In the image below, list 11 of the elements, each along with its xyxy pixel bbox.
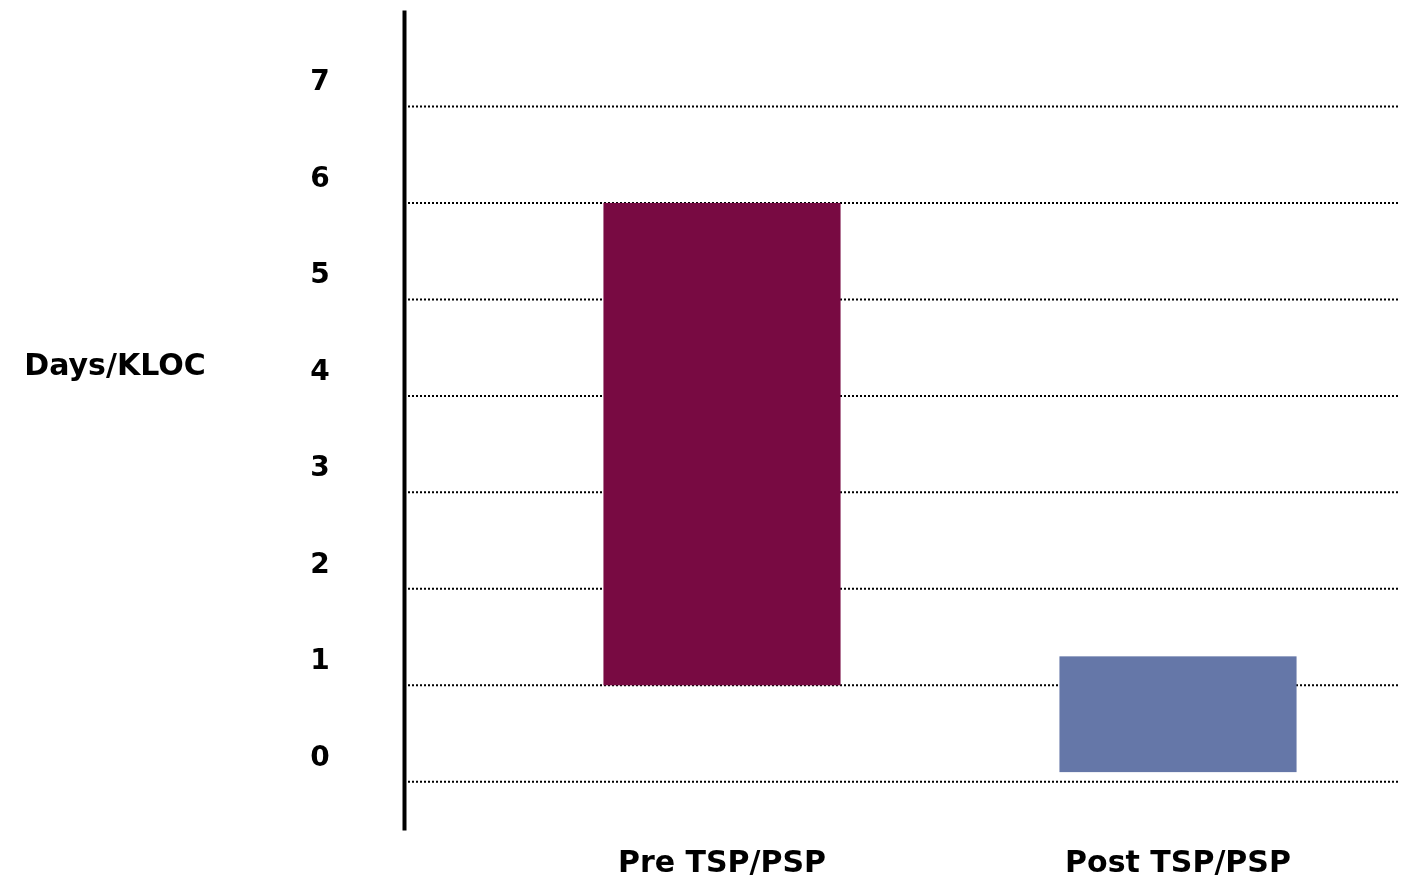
y-tick-label: 3 — [310, 450, 330, 484]
y-tick-label: 2 — [310, 546, 330, 580]
y-tick-label: 5 — [310, 257, 330, 291]
y-axis-title: Days/KLOC — [24, 347, 206, 382]
y-tick-label: 7 — [310, 64, 330, 98]
y-tick-label: 1 — [310, 643, 330, 677]
x-tick-label: Post TSP/PSP — [1065, 844, 1291, 879]
x-tick-label: Pre TSP/PSP — [617, 844, 827, 879]
y-tick-label: 4 — [310, 353, 330, 387]
y-tick-label: 6 — [310, 160, 330, 194]
y-tick-label: 0 — [310, 739, 330, 773]
